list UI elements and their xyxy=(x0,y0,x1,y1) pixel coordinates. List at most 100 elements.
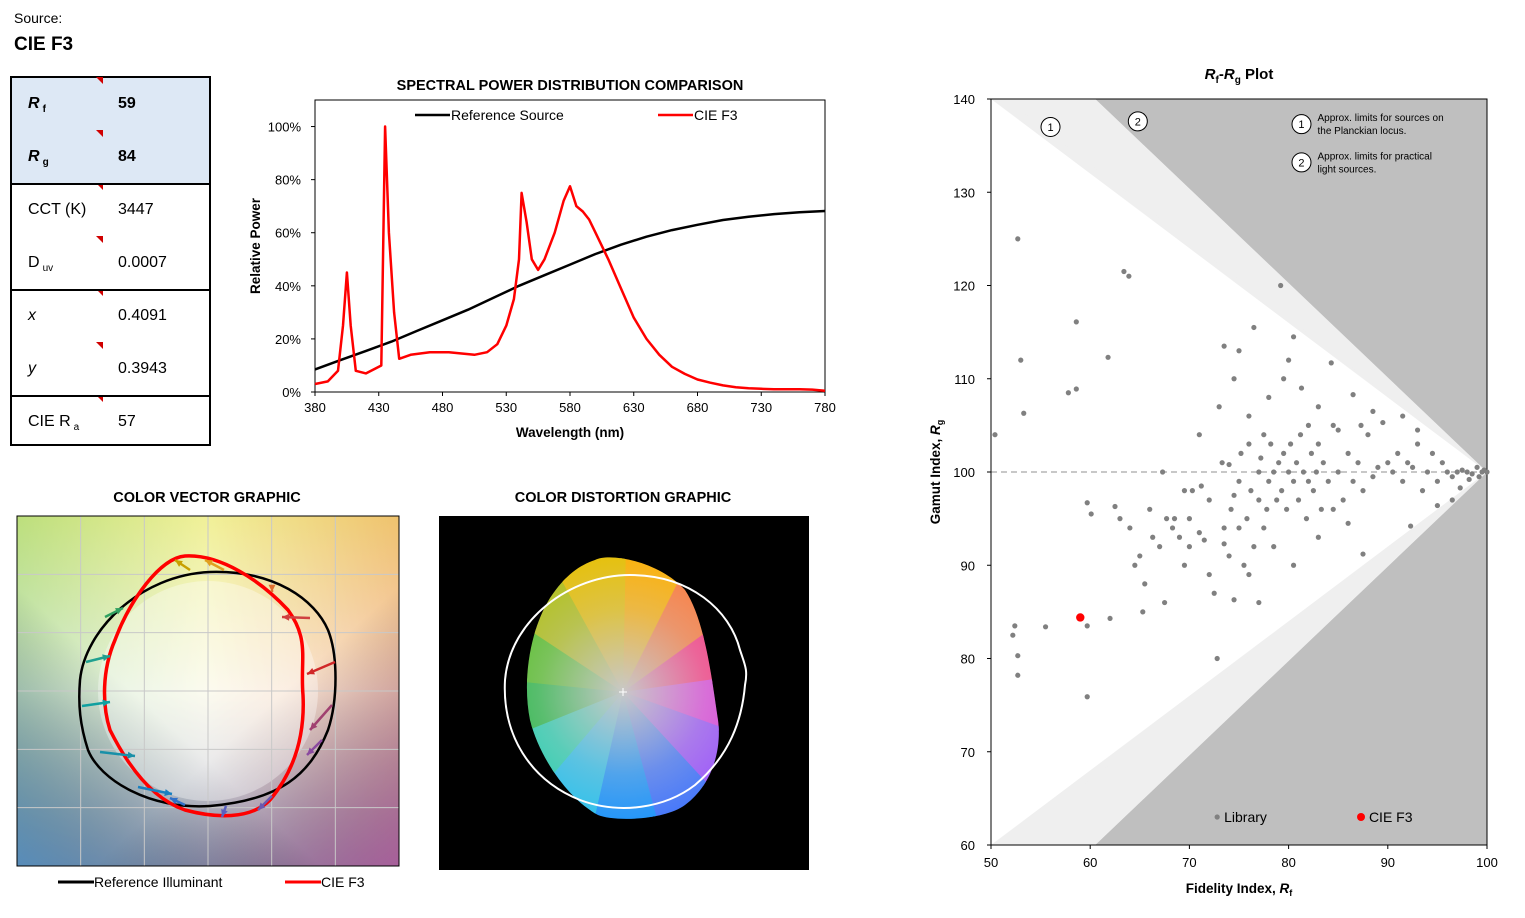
spd-title: SPECTRAL POWER DISTRIBUTION COMPARISON xyxy=(397,78,744,94)
library-point xyxy=(1198,483,1204,489)
library-point xyxy=(1298,385,1305,391)
rfrg-ytick-label: 90 xyxy=(961,558,975,573)
library-point xyxy=(1231,492,1237,498)
library-point xyxy=(1454,469,1460,475)
metric-label: CCT (K) xyxy=(28,201,86,219)
library-point xyxy=(1171,516,1178,522)
library-point xyxy=(1318,506,1324,512)
cvg-arrowhead-icon xyxy=(164,789,172,796)
spd-xtick-label: 680 xyxy=(687,400,709,415)
library-point xyxy=(1162,599,1168,606)
library-point xyxy=(1226,461,1232,468)
library-point xyxy=(1290,478,1297,484)
library-point xyxy=(1206,571,1212,578)
rfrg-zone-2-upper xyxy=(1095,99,1487,472)
library-point xyxy=(1137,553,1143,559)
library-point xyxy=(1186,544,1192,550)
library-point xyxy=(1084,694,1090,700)
zone-note-line: light sources. xyxy=(1317,164,1376,175)
library-point xyxy=(1355,460,1361,466)
library-point xyxy=(1221,541,1227,547)
rfrg-title-part: R xyxy=(1205,66,1216,83)
library-point xyxy=(1474,464,1480,470)
rfrg-xtick-label: 80 xyxy=(1281,855,1295,870)
library-point xyxy=(1365,432,1371,438)
library-point xyxy=(1196,530,1202,536)
library-point xyxy=(1380,419,1386,426)
library-point xyxy=(1112,503,1118,510)
spd-ytick-label: 100% xyxy=(268,120,302,135)
library-point xyxy=(1360,551,1366,557)
comment-marker-icon xyxy=(96,183,103,190)
library-point xyxy=(1236,525,1242,531)
library-point xyxy=(1286,357,1292,363)
metric-label-sub: f xyxy=(42,104,46,116)
rfrg-ytick-label: 120 xyxy=(953,279,975,294)
library-point xyxy=(1246,571,1252,578)
cvg-reference-contour xyxy=(78,570,337,808)
cvg-arrowhead-icon xyxy=(127,751,135,759)
rfrg-ytick-label: 110 xyxy=(954,372,975,387)
cvg-legend-label: Reference Illuminant xyxy=(94,874,223,890)
library-point xyxy=(1457,485,1463,491)
rfrg-ytick-label: 130 xyxy=(953,185,975,200)
library-point xyxy=(1221,343,1227,349)
library-point xyxy=(1228,506,1234,512)
metric-label: y xyxy=(28,360,36,378)
comment-marker-icon xyxy=(96,77,103,84)
zone-marker-icon xyxy=(1127,111,1148,132)
metric-label-main: R xyxy=(28,95,40,112)
metric-value: 59 xyxy=(118,95,136,112)
metric-label-main: D xyxy=(28,254,40,271)
library-point xyxy=(1015,236,1021,242)
cvg-arrowhead-icon xyxy=(221,809,228,817)
cvg-arrowhead-icon xyxy=(282,613,290,621)
spd-xtick-label: 730 xyxy=(750,400,772,415)
metric-value: 0.3943 xyxy=(118,360,167,377)
library-point xyxy=(992,432,998,438)
library-point xyxy=(1449,474,1455,480)
rfrg-title-part: f xyxy=(1216,75,1220,86)
rfrg-ytick-label: 80 xyxy=(961,652,975,667)
spd-plot-frame xyxy=(314,99,826,393)
library-point xyxy=(1390,469,1396,475)
library-point xyxy=(1256,469,1262,475)
library-point xyxy=(1181,488,1188,494)
library-point xyxy=(1216,404,1222,410)
cvg-test-contour xyxy=(102,554,305,818)
zone-marker-label: 1 xyxy=(1047,122,1053,134)
zone-note-line: Approx. limits for practical xyxy=(1317,151,1431,162)
library-point xyxy=(1449,497,1455,503)
color-distortion-graphic: COLOR DISTORTION GRAPHIC xyxy=(439,490,809,870)
library-point xyxy=(1284,506,1290,512)
rfrg-ytick-label: 140 xyxy=(953,92,975,107)
cvg-arrowhead-icon xyxy=(307,747,315,755)
spd-ytick-label: 0% xyxy=(282,385,301,400)
metric-label-main: CCT (K) xyxy=(28,201,87,218)
library-point xyxy=(1276,460,1282,466)
zone-note-marker-icon xyxy=(1291,152,1312,173)
rfrg-xlabel-part: Fidelity Index, xyxy=(1186,881,1280,896)
library-point xyxy=(1021,410,1027,416)
library-point xyxy=(1214,655,1220,662)
library-point xyxy=(1012,623,1018,629)
metric-value: 57 xyxy=(118,413,136,430)
library-point xyxy=(1297,432,1304,438)
library-point xyxy=(1400,478,1406,484)
library-point xyxy=(1424,469,1431,475)
spd-series-line xyxy=(314,125,826,392)
zone-note-line: Approx. limits for sources on xyxy=(1317,113,1443,124)
library-point xyxy=(1160,469,1166,475)
library-point xyxy=(1248,488,1254,494)
rfrg-zone-2-lower xyxy=(1095,472,1487,845)
library-point xyxy=(1150,534,1156,540)
spd-xtick-label: 480 xyxy=(432,400,454,415)
rfrg-xtick-label: 70 xyxy=(1182,855,1196,870)
library-point xyxy=(1278,282,1284,289)
rfrg-xtick-label: 60 xyxy=(1083,855,1097,870)
